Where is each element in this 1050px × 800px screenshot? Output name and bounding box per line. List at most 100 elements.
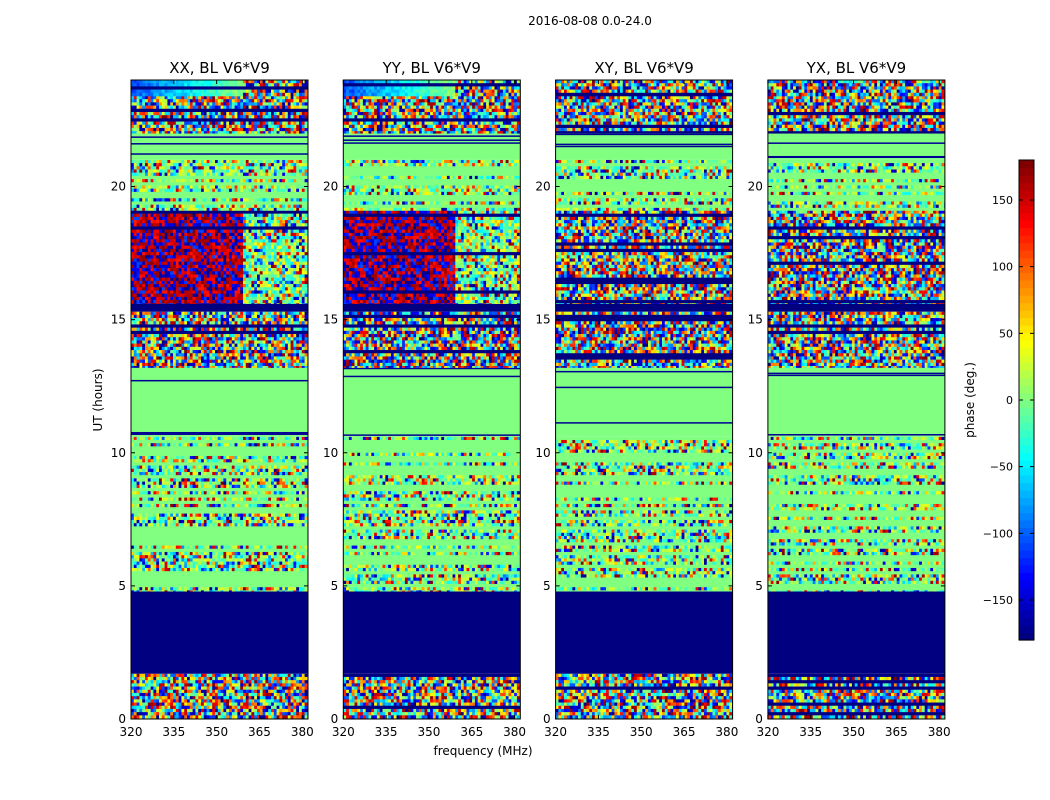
phase-cell [215, 343, 219, 348]
phase-cell [304, 587, 308, 591]
phase-cell [237, 481, 241, 486]
phase-cell [153, 551, 157, 556]
phase-cell [145, 558, 149, 562]
phase-cell [147, 356, 151, 360]
phase-cell [173, 567, 177, 572]
phase-cell [265, 353, 269, 357]
phase-cell [133, 232, 137, 237]
phase-cell [257, 471, 261, 476]
phase-cell [259, 551, 263, 556]
phase-cell [167, 318, 171, 322]
phase-cell [226, 350, 230, 354]
phase-cell [133, 327, 137, 332]
phase-cell [167, 311, 171, 316]
phase-cell [139, 346, 143, 351]
phase-cell [147, 465, 151, 470]
phase-cell [245, 683, 249, 687]
phase-cell [170, 242, 174, 246]
phase-cell [248, 337, 252, 341]
phase-cell [273, 346, 277, 351]
phase-cell [170, 465, 174, 470]
phase-cell [220, 558, 224, 562]
phase-cell [187, 555, 191, 559]
phase-cell [229, 268, 233, 272]
phase-cell [173, 683, 177, 687]
phase-cell [131, 327, 135, 332]
phase-cell [184, 236, 188, 240]
phase-cell [262, 705, 266, 710]
phase-cell [156, 261, 160, 266]
phase-cell [192, 248, 196, 253]
phase-cell [173, 471, 177, 476]
phase-cell [287, 242, 291, 246]
phase-cell [217, 274, 221, 278]
phase-cell [245, 567, 249, 572]
phase-cell [170, 484, 174, 489]
phase-cell [257, 337, 261, 341]
phase-cell [296, 551, 300, 556]
phase-cell [215, 590, 219, 592]
phase-cell [209, 261, 213, 266]
phase-cell [285, 321, 289, 325]
phase-cell [147, 484, 151, 489]
phase-cell [276, 590, 280, 592]
phase-cell [150, 216, 154, 221]
phase-cell [240, 248, 244, 253]
phase-cell [209, 255, 213, 259]
phase-cell [290, 587, 294, 591]
phase-cell [164, 471, 168, 476]
phase-cell [273, 683, 277, 687]
phase-cell [136, 261, 140, 266]
phase-cell [145, 229, 149, 234]
phase-cell [181, 686, 185, 691]
phase-cell [287, 443, 291, 447]
phase-cell [136, 481, 140, 486]
phase-cell [240, 481, 244, 486]
phase-cell [215, 561, 219, 566]
phase-cell [259, 366, 263, 368]
phase-cell [271, 264, 275, 269]
phase-cell [296, 519, 300, 524]
phase-cell [262, 359, 266, 364]
phase-cell [150, 362, 154, 367]
phase-cell [293, 455, 297, 460]
phase-cell [248, 350, 252, 354]
phase-cell [153, 459, 157, 463]
phase-cell [175, 220, 179, 224]
phase-cell [147, 245, 151, 250]
phase-cell [203, 274, 207, 278]
phase-cell [156, 255, 160, 259]
phase-cell [201, 436, 205, 441]
phase-cell [142, 551, 146, 556]
phase-cell [198, 277, 202, 282]
phase-cell [161, 497, 165, 502]
phase-cell [231, 471, 235, 476]
phase-cell [192, 362, 196, 367]
phase-cell [209, 321, 213, 325]
phase-cell [201, 696, 205, 700]
phase-cell [215, 268, 219, 272]
phase-cell [203, 561, 207, 566]
phase-band [131, 591, 308, 674]
phase-cell [150, 590, 154, 592]
phase-cell [212, 564, 216, 569]
phase-cell [243, 268, 247, 272]
phase-cell [301, 220, 305, 224]
phase-cell [203, 699, 207, 703]
phase-cell [304, 516, 308, 521]
phase-cell [282, 255, 286, 259]
phase-cell [147, 443, 151, 447]
phase-cell [167, 712, 171, 716]
phase-cell [220, 692, 224, 697]
phase-cell [139, 321, 143, 325]
phase-cell [131, 236, 135, 240]
phase-cell [153, 478, 157, 482]
phase-cell [178, 436, 182, 441]
phase-cell [301, 551, 305, 556]
phase-cell [145, 481, 149, 486]
phase-cell [273, 465, 277, 470]
phase-cell [175, 277, 179, 282]
phase-cell [145, 484, 149, 489]
phase-cell [136, 229, 140, 234]
phase-cell [209, 513, 213, 518]
